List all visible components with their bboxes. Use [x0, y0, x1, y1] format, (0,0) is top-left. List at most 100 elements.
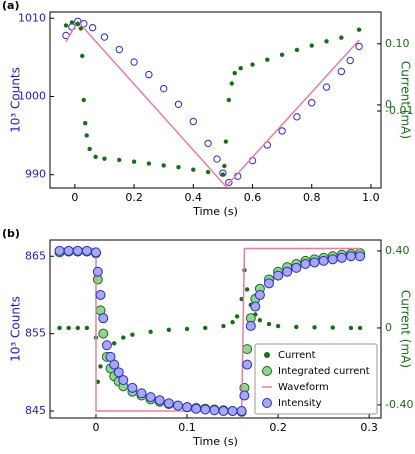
data-point: [174, 100, 183, 109]
data-point: [98, 313, 109, 324]
data-point: [275, 323, 281, 329]
data-point: [75, 325, 80, 331]
data-point: [130, 58, 138, 66]
x-tick-label: 0.1: [178, 421, 196, 434]
data-point: [225, 178, 233, 187]
legend-swatch: [262, 398, 272, 408]
data-point: [239, 390, 250, 401]
data-point: [63, 245, 74, 256]
y-tick-label: 845: [25, 404, 46, 417]
data-point: [63, 23, 69, 28]
data-point: [83, 121, 88, 126]
plot-area: [62, 17, 363, 188]
data-point: [308, 99, 316, 107]
panel: (a)0 0.2 0.4 0.6 0.8 1.0990100010100.100-0.01…: [2, 0, 413, 218]
data-point: [146, 161, 152, 166]
data-point: [266, 321, 272, 327]
data-point: [57, 325, 62, 331]
y2-axis-label: Current (mA): [399, 61, 413, 139]
data-point: [111, 341, 117, 346]
data-point: [226, 97, 232, 103]
data-point: [293, 113, 301, 121]
data-point: [66, 325, 71, 331]
data-point: [88, 23, 97, 32]
data-point: [145, 392, 156, 403]
data-point: [324, 39, 329, 44]
data-point: [98, 364, 103, 369]
data-point: [250, 301, 261, 312]
data-point: [250, 62, 255, 67]
y2-tick-label: 0.10: [385, 37, 410, 50]
data-point: [95, 289, 106, 300]
data-point: [339, 35, 344, 40]
data-point: [239, 296, 244, 302]
data-point: [273, 270, 284, 281]
data-point: [182, 402, 193, 413]
data-point: [309, 43, 314, 48]
data-point: [300, 258, 311, 269]
data-point: [84, 133, 89, 138]
data-point: [318, 255, 329, 266]
data-point: [163, 398, 174, 409]
data-point: [80, 53, 85, 59]
x-tick-label: 0.2: [125, 191, 143, 204]
data-point: [234, 314, 240, 319]
data-point: [220, 172, 226, 177]
data-point: [336, 252, 347, 263]
y-tick-label: 865: [25, 249, 46, 262]
x-tick-label: 0.2: [269, 421, 287, 434]
data-point: [191, 403, 202, 414]
data-point: [309, 257, 320, 268]
panel-label: (b): [2, 227, 20, 240]
data-point: [238, 66, 243, 71]
data-point: [115, 45, 123, 54]
y2-tick-label: -0.01: [385, 104, 413, 117]
legend-swatch: [262, 366, 272, 376]
data-point: [230, 319, 235, 325]
data-point: [189, 117, 197, 126]
data-point: [75, 22, 81, 27]
data-point: [327, 254, 338, 265]
data-point: [242, 344, 253, 355]
data-point: [113, 367, 124, 378]
data-point: [90, 247, 101, 258]
data-point: [263, 278, 274, 289]
waveform-line: [65, 20, 360, 188]
data-point: [278, 127, 286, 135]
data-point: [200, 404, 211, 415]
data-point: [72, 245, 83, 256]
data-point: [159, 84, 168, 93]
panel: (b) 0 0.1 0.2 0.3 845 855 865 -0.40 0 0.40 Time (s)…: [2, 227, 413, 448]
data-point: [191, 167, 196, 172]
data-point: [100, 33, 109, 41]
axes-frame: [49, 11, 382, 189]
data-point: [312, 325, 317, 330]
data-point: [130, 332, 135, 337]
data-point: [213, 155, 221, 163]
data-point: [161, 163, 166, 168]
x-tick-label: 0.6: [244, 191, 262, 204]
data-point: [172, 400, 183, 411]
data-point: [154, 395, 165, 406]
x-axis-label: Time (s): [192, 435, 238, 448]
x-tick-label: 0.4: [185, 191, 203, 204]
data-point: [127, 382, 138, 393]
data-point: [92, 266, 103, 277]
data-point: [54, 245, 65, 256]
panel-label: (a): [2, 0, 19, 12]
data-point: [166, 327, 172, 333]
y-tick-label: 990: [25, 168, 46, 181]
x-tick-label: 0.3: [360, 421, 378, 434]
data-point: [102, 156, 107, 161]
data-point: [227, 406, 238, 417]
y-tick-label: 1010: [18, 11, 46, 24]
legend-swatch: [264, 352, 270, 358]
x-tick-label: 0.8: [303, 191, 321, 204]
legend-label: Intensity: [278, 398, 322, 409]
data-point: [204, 139, 212, 148]
data-point: [282, 266, 293, 277]
data-point: [93, 154, 98, 160]
y-tick-label: 855: [25, 327, 46, 340]
axes-frame: [49, 239, 382, 419]
data-point: [218, 406, 229, 417]
